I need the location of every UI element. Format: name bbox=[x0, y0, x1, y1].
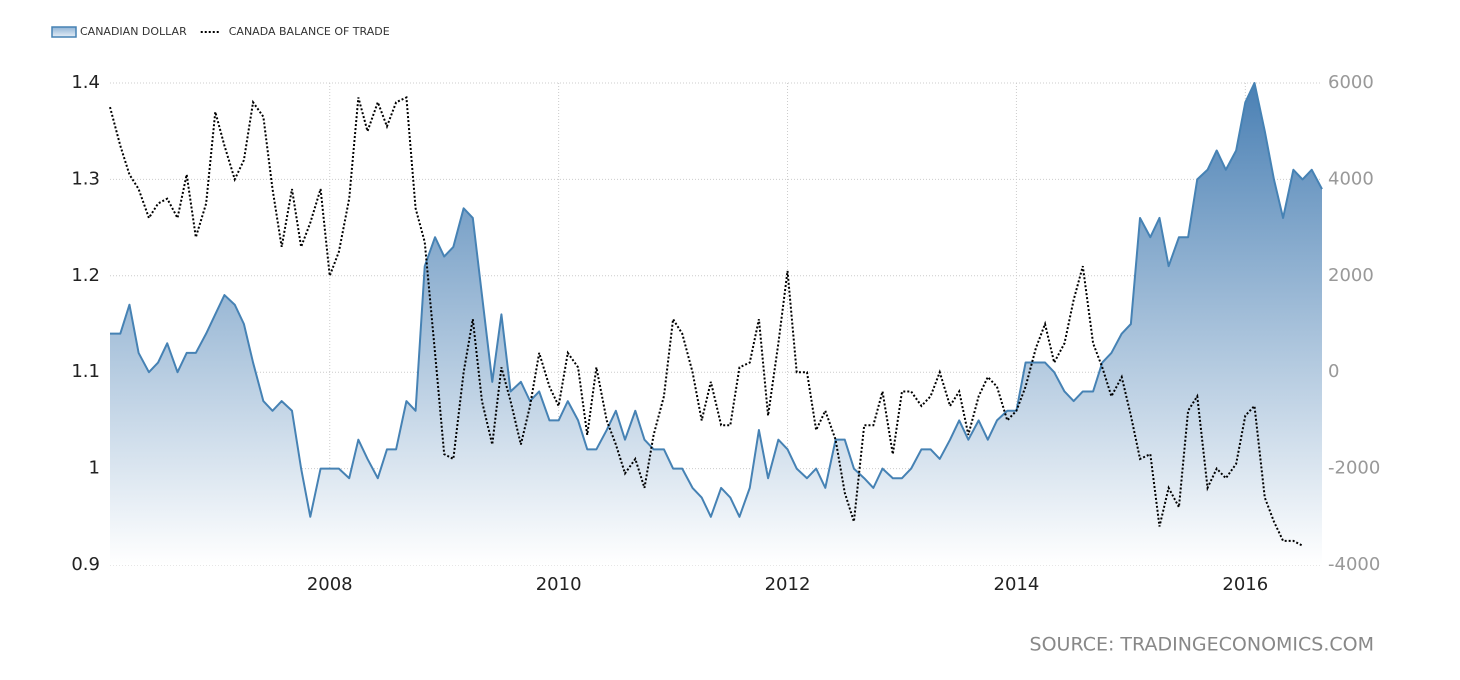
x-tick-label: 2016 bbox=[1222, 574, 1268, 595]
source: SOURCE: TRADINGECONOMICS.COM bbox=[1030, 634, 1374, 656]
y2-tick-label: 2000 bbox=[1328, 265, 1374, 286]
legend-label: CANADIAN DOLLAR bbox=[80, 25, 187, 38]
y2-tick-label: -4000 bbox=[1328, 554, 1380, 575]
area bbox=[110, 83, 1322, 565]
legend-label: CANADA BALANCE OF TRADE bbox=[229, 25, 390, 38]
x-tick-label: 2012 bbox=[765, 574, 811, 595]
y-tick-label: 1.4 bbox=[71, 72, 100, 93]
y2-tick-label: 4000 bbox=[1328, 168, 1374, 189]
y2-tick-label: 6000 bbox=[1328, 72, 1374, 93]
x-tick-label: 2008 bbox=[307, 574, 353, 595]
y-tick-label: 0.9 bbox=[71, 554, 100, 575]
x-tick-label: 2014 bbox=[994, 574, 1040, 595]
line bbox=[109, 95, 1304, 547]
y2-tick-label: 0 bbox=[1328, 361, 1339, 382]
line bbox=[110, 82, 1323, 518]
y-tick-label: 1.2 bbox=[71, 265, 100, 286]
y2-tick-label: -2000 bbox=[1328, 458, 1380, 479]
y-tick-label: 1 bbox=[89, 458, 100, 479]
x-tick-label: 2010 bbox=[536, 574, 582, 595]
legend-swatch bbox=[51, 26, 77, 38]
y-tick-label: 1.1 bbox=[71, 361, 100, 382]
y-tick-label: 1.3 bbox=[71, 168, 100, 189]
